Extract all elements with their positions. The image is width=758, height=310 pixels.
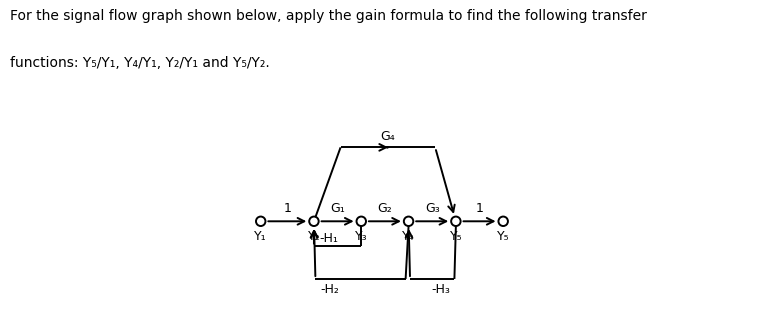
Text: Y₃: Y₃ — [355, 230, 368, 243]
Text: G₂: G₂ — [377, 202, 393, 215]
Text: G₃: G₃ — [424, 202, 440, 215]
Circle shape — [356, 217, 366, 226]
Circle shape — [499, 217, 508, 226]
Text: Y₄: Y₄ — [402, 230, 415, 243]
Text: For the signal flow graph shown below, apply the gain formula to find the follow: For the signal flow graph shown below, a… — [10, 9, 647, 23]
Text: Y₂: Y₂ — [308, 230, 321, 243]
Circle shape — [451, 217, 461, 226]
Circle shape — [309, 217, 318, 226]
Circle shape — [404, 217, 413, 226]
Text: -H₁: -H₁ — [319, 232, 338, 245]
Text: -H₂: -H₂ — [320, 283, 339, 296]
Text: functions: Y₅/Y₁, Y₄/Y₁, Y₂/Y₁ and Y₅/Y₂.: functions: Y₅/Y₁, Y₄/Y₁, Y₂/Y₁ and Y₅/Y₂… — [10, 56, 270, 70]
Text: 1: 1 — [475, 202, 484, 215]
Circle shape — [256, 217, 265, 226]
Text: -H₃: -H₃ — [431, 283, 450, 296]
Text: Y₅: Y₅ — [449, 230, 462, 243]
Text: 1: 1 — [283, 202, 291, 215]
Text: G₁: G₁ — [330, 202, 345, 215]
Text: Y₁: Y₁ — [255, 230, 267, 243]
Text: G₄: G₄ — [381, 130, 395, 143]
Text: Y₅: Y₅ — [497, 230, 509, 243]
